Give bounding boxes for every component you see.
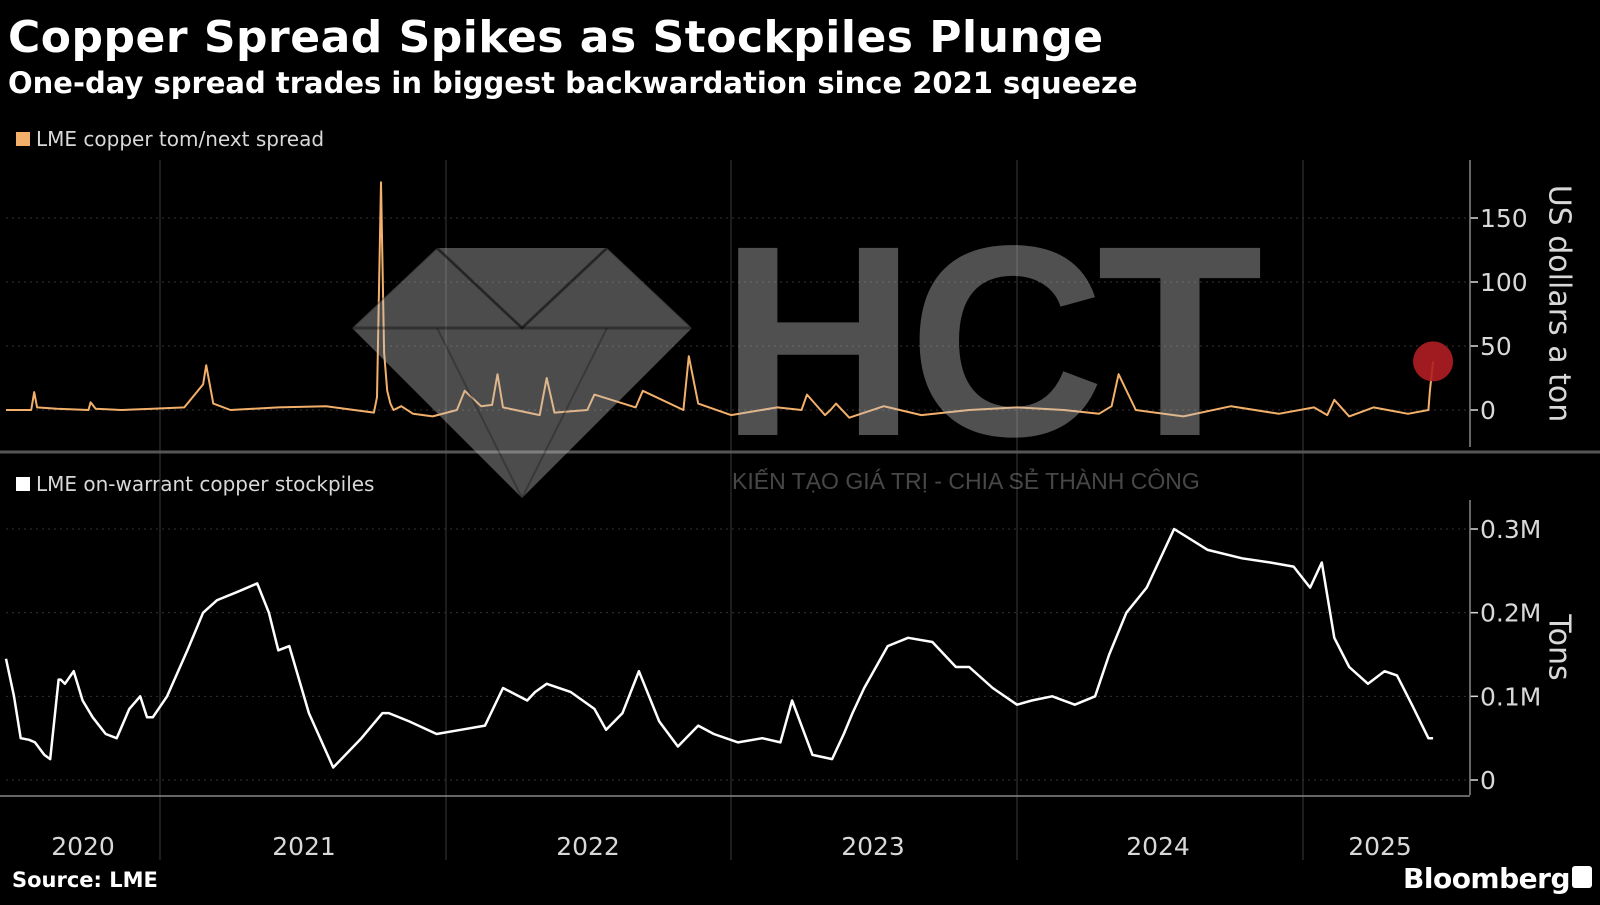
x-tick-label: 2021 [272,832,336,861]
legend-spread: LME copper tom/next spread [16,127,324,151]
legend-stockpiles: LME on-warrant copper stockpiles [16,472,374,496]
y-tick-label: 0 [1480,396,1496,425]
y-tick-label: 50 [1480,332,1512,361]
diamond-logo-watermark [352,248,692,498]
bloomberg-logo: Bloomberg [1403,862,1570,895]
y-axis-label: Tons [1542,613,1577,680]
watermark-text: HCT [720,189,1263,493]
y-tick-label: 150 [1480,204,1528,233]
x-tick-label: 2020 [51,832,115,861]
y-tick-label: 0.1M [1480,682,1541,711]
y-tick-label: 0.3M [1480,515,1541,544]
y-tick-label: 100 [1480,268,1528,297]
chart-subtitle: One-day spread trades in biggest backwar… [8,66,1138,100]
source-note: Source: LME [12,868,158,892]
legend-stockpiles-swatch [16,477,30,491]
x-tick-label: 2024 [1126,832,1190,861]
y-tick-label: 0.2M [1480,599,1541,628]
legend-spread-label: LME copper tom/next spread [36,127,325,151]
x-tick-label: 2022 [556,832,620,861]
legend-stockpiles-label: LME on-warrant copper stockpiles [36,472,375,496]
spread-series-line [6,181,1435,419]
legend-spread-swatch [16,132,30,146]
highlight-marker [1413,341,1454,382]
watermark-tagline: KIẾN TẠO GIÁ TRỊ - CHIA SẺ THÀNH CÔNG [732,468,1200,494]
x-tick-label: 2025 [1348,832,1412,861]
bloomberg-icon [1572,866,1592,888]
y-axis-label: US dollars a ton [1542,185,1577,423]
y-tick-label: 0 [1480,766,1496,795]
chart-title: Copper Spread Spikes as Stockpiles Plung… [8,12,1104,63]
stockpile-series-line [4,527,1434,769]
x-tick-label: 2023 [841,832,905,861]
